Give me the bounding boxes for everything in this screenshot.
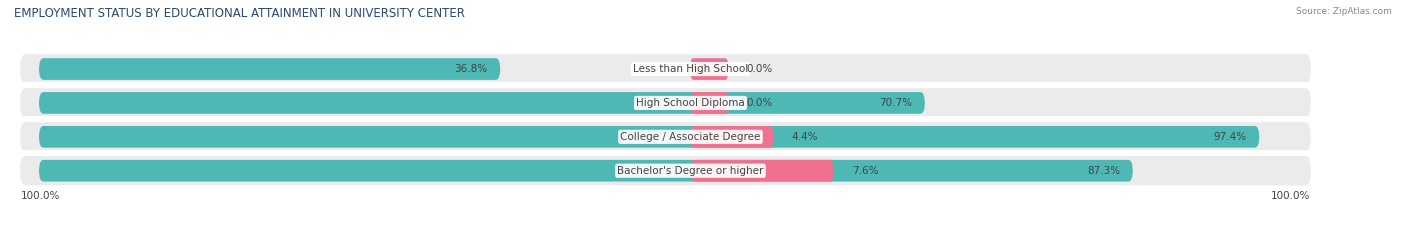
Text: 36.8%: 36.8% [454,64,488,74]
Text: 7.6%: 7.6% [852,166,879,176]
FancyBboxPatch shape [39,126,1260,148]
Text: 4.4%: 4.4% [792,132,818,142]
FancyBboxPatch shape [20,156,1310,185]
Text: Source: ZipAtlas.com: Source: ZipAtlas.com [1296,7,1392,16]
Text: 70.7%: 70.7% [879,98,912,108]
Text: 0.0%: 0.0% [747,64,773,74]
Text: High School Diploma: High School Diploma [636,98,745,108]
Text: 100.0%: 100.0% [20,191,59,201]
FancyBboxPatch shape [20,54,1310,84]
FancyBboxPatch shape [39,92,925,114]
FancyBboxPatch shape [20,122,1310,152]
Text: Bachelor's Degree or higher: Bachelor's Degree or higher [617,166,763,176]
Text: Less than High School: Less than High School [633,64,748,74]
FancyBboxPatch shape [690,160,834,182]
Text: 100.0%: 100.0% [1271,191,1310,201]
FancyBboxPatch shape [39,160,1133,182]
FancyBboxPatch shape [39,58,501,80]
Text: College / Associate Degree: College / Associate Degree [620,132,761,142]
Text: EMPLOYMENT STATUS BY EDUCATIONAL ATTAINMENT IN UNIVERSITY CENTER: EMPLOYMENT STATUS BY EDUCATIONAL ATTAINM… [14,7,465,20]
FancyBboxPatch shape [20,88,1310,118]
Text: 87.3%: 87.3% [1087,166,1121,176]
FancyBboxPatch shape [690,58,728,80]
FancyBboxPatch shape [690,92,728,114]
Text: 97.4%: 97.4% [1213,132,1247,142]
Text: 0.0%: 0.0% [747,98,773,108]
FancyBboxPatch shape [690,126,773,148]
